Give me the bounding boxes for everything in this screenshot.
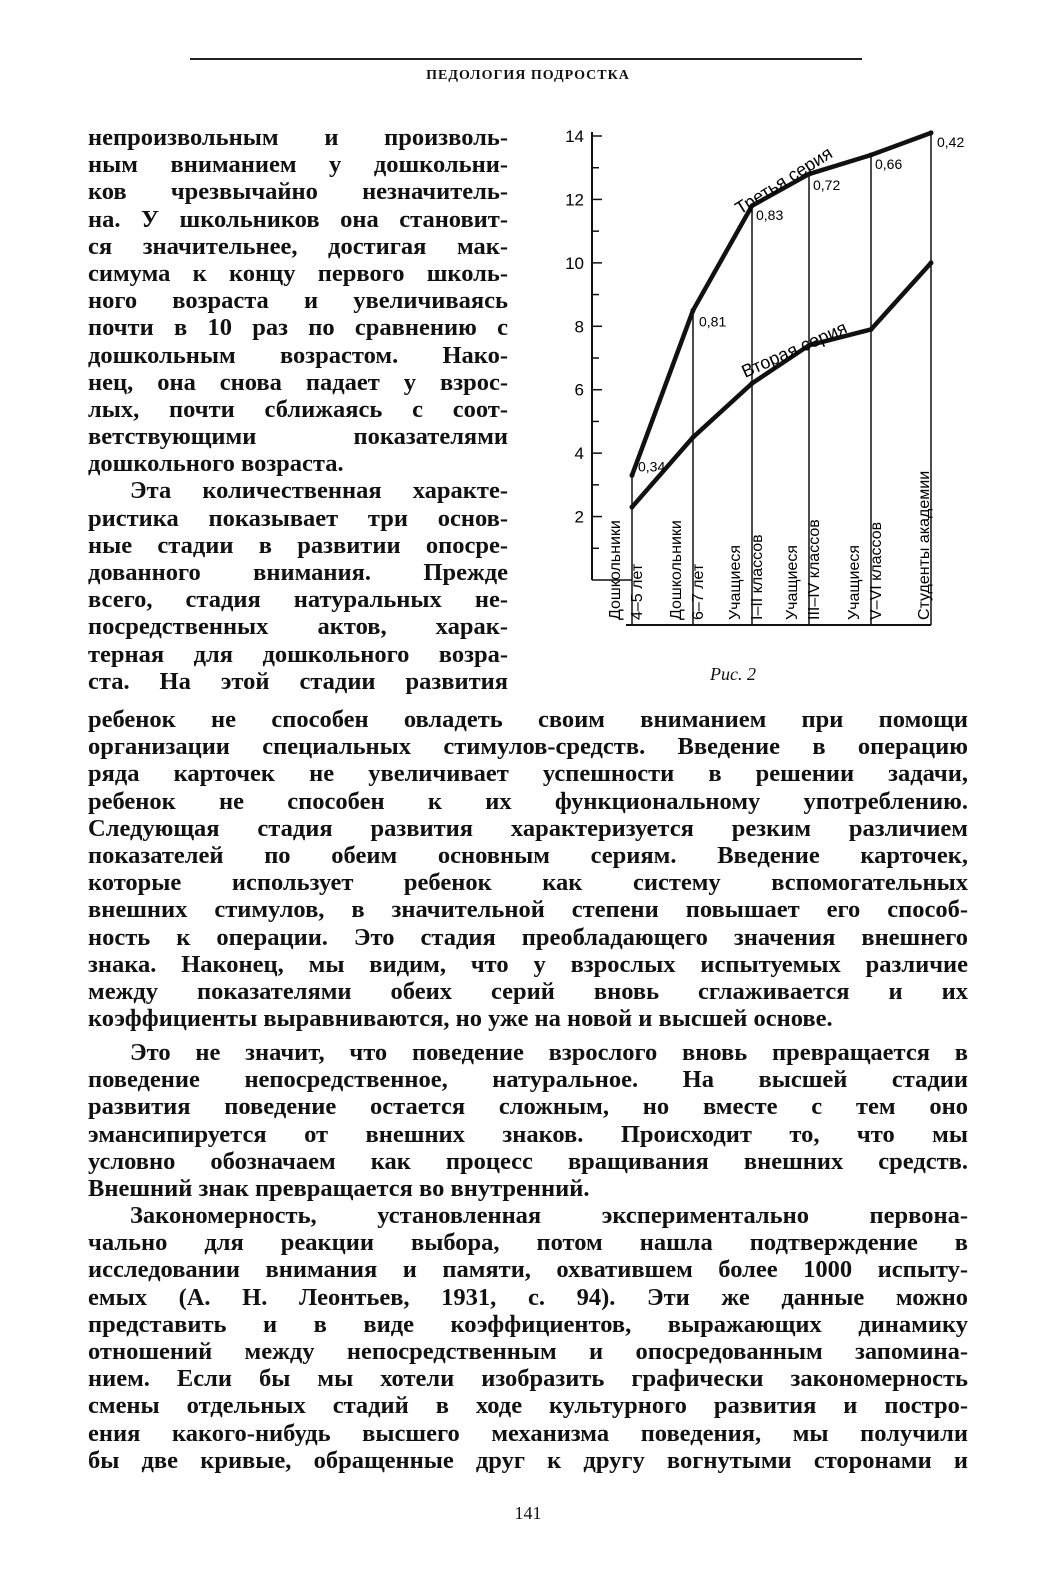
text-line: эмансипируется от внешних знаков. Происх… [88,1120,968,1148]
data-point [928,260,934,266]
text-line: показателей по обеим основным сериям. Вв… [88,841,968,869]
text-line: Закономерность, установленная эксперимен… [130,1202,968,1229]
category-label: III–IV классов [806,519,823,620]
text-line: знака. Наконец, мы видим, что у взрослых… [88,950,968,978]
coefficient-label: 0,81 [699,313,726,329]
text-line: ристика показывает три основ- [88,504,508,532]
text-line: Следующая стадия развития характеризуетс… [88,814,968,842]
data-point [690,307,696,313]
category-label: Учащиеся [727,545,744,620]
text-line: непроизвольным и произволь- [88,124,508,151]
text-line: Внешний знак превращается во внутренний. [88,1174,590,1202]
text-line: емых (А. Н. Леонтьев, 1931, с. 94). Эти … [88,1283,968,1311]
category-label: 4–5 лет [629,563,646,620]
data-point [868,152,874,158]
header-rule [190,58,862,60]
running-header: ПЕДОЛОГИЯ ПОДРОСТКА [426,68,630,83]
text-line: Эта количественная характе- [130,477,508,505]
series-line [630,261,933,509]
text-line: внешних стимулов, в значительной степени… [88,896,968,924]
text-line: Это не значит, что поведение взрослого в… [130,1039,968,1066]
paragraph-continuation: ребенок не способен овладеть своим внима… [88,706,968,1032]
data-point [806,342,812,348]
category-label: V–VI классов [868,522,885,620]
text-line: поведение непосредственное, натуральное.… [88,1066,968,1094]
text-line: ста. На этой стадии развития [88,667,508,695]
category-label: Дошкольники [668,520,685,620]
series-label: Вторая серия [738,317,849,381]
paragraph-3: Закономерность, установленная эксперимен… [88,1202,968,1474]
y-tick-label: 12 [565,190,584,209]
category-label: Дошкольники [607,520,624,620]
data-point [749,380,755,386]
text-line: дошкольным возрастом. Нако- [88,341,508,369]
category-label: Учащиеся [784,545,801,620]
text-line: почти в 10 раз по сравнению с [88,314,508,342]
text-line: терная для дошкольного возра- [88,640,508,668]
category-label: 6–7 лет [690,563,707,620]
text-line: которые использует ребенок как систему в… [88,869,968,897]
category-label: Учащиеся [846,545,863,620]
text-line: коэффициенты выравниваются, но уже на но… [88,1005,833,1033]
data-point [928,130,934,136]
y-tick-label: 10 [565,254,584,273]
y-tick-label: 6 [575,381,584,400]
text-line: условно обозначаем как процесс вращивани… [88,1147,968,1175]
text-line: чально для реакции выбора, потом нашла п… [88,1229,968,1257]
y-tick-label: 8 [575,317,584,336]
text-line: организации специальных стимулов-средств… [88,733,968,761]
text-line: смены отдельных стадий в ходе культурног… [88,1392,968,1420]
text-line: нием. Если бы мы хотели изобразить графи… [88,1365,968,1393]
coefficient-label: 0,42 [937,134,964,150]
paragraph-2: Это не значит, что поведение взрослого в… [88,1039,968,1202]
coefficient-label: 0,72 [813,177,840,193]
text-line: между показателями обеих серий вновь сгл… [88,977,968,1005]
text-line: ребенок не способен овладеть своим внима… [88,706,968,733]
text-line: ные стадии в развитии опосре- [88,531,508,559]
left-column-text: непроизвольным и произволь-ным вниманием… [88,124,508,695]
text-line: представить и в виде коэффициентов, выра… [88,1310,968,1338]
coefficient-label: 0,66 [875,156,902,172]
text-line: всего, стадия натуральных не- [88,586,508,614]
y-tick-label: 4 [575,444,584,463]
text-line: лых, почти сближаясь с соот- [88,395,508,423]
text-line: ного возраста и увеличиваясь [88,287,508,315]
text-line: ения какого-нибудь высшего механизма пов… [88,1419,968,1447]
text-line: исследовании внимания и памяти, охвативш… [88,1256,968,1284]
data-point [749,203,755,209]
text-line: посредственных актов, харак- [88,613,508,641]
category-label: I–II классов [749,534,766,620]
figure-caption: Рис. 2 [710,664,756,684]
text-line: ветствующими показателями [88,423,508,451]
data-point [868,326,874,332]
data-point [629,472,635,478]
y-tick-label: 2 [575,508,584,527]
category-label: Студенты академии [916,471,933,620]
data-point [690,434,696,440]
text-line: дованного внимания. Прежде [88,559,508,586]
text-line: на. У школьников она становит- [88,205,508,233]
text-line: ряда карточек не увеличивает успешности … [88,760,968,788]
text-line: ков чрезвычайно незначитель- [88,178,508,206]
coefficient-label: 0,83 [756,207,783,223]
text-line: отношений между непосредственным и опоср… [88,1337,968,1365]
data-point [629,504,635,510]
text-line: бы две кривые, обращенные друг к другу в… [88,1446,968,1474]
coefficient-label: 0,34 [638,458,665,474]
text-line: симума к концу первого школь- [88,259,508,287]
series-line [629,130,932,477]
page-number: 141 [514,1503,542,1523]
y-tick-label: 14 [565,127,584,146]
text-line: ребенок не способен к их функциональному… [88,787,968,815]
text-line: нец, она снова падает у взрос- [88,368,508,396]
text-line: ность к операции. Это стадия преобладающ… [88,923,968,951]
data-point [806,171,812,177]
text-line: дошкольного возраста. [88,450,344,478]
text-line: ным вниманием у дошкольни- [88,151,508,179]
text-line: развития поведение остается сложным, но … [88,1093,968,1121]
text-line: ся значительнее, достигая мак- [88,232,508,260]
